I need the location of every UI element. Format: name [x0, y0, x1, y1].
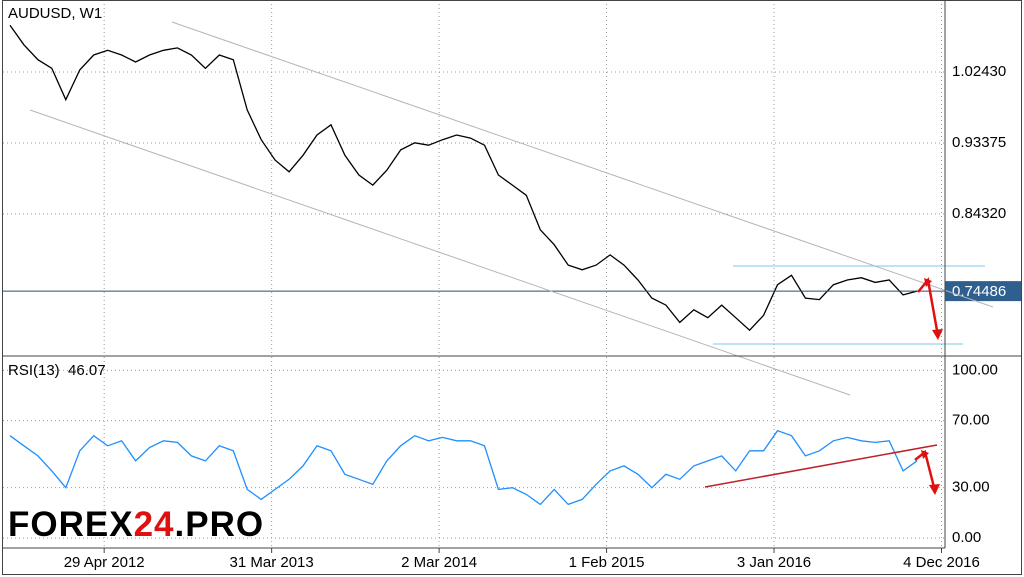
arrow-head	[932, 329, 943, 340]
series-line	[9, 429, 918, 506]
arrow-head	[921, 450, 929, 459]
rsi-trendline	[704, 444, 938, 488]
last-value-label: 0.74486	[952, 283, 1006, 300]
y-tick-label: 70.00	[952, 412, 990, 429]
y-tick-label: 100.00	[952, 361, 998, 378]
x-tick-label: 31 Mar 2013	[230, 554, 314, 571]
y-tick-label: 0.84320	[952, 205, 1006, 222]
watermark-part: 24	[134, 505, 175, 544]
channel-upper	[171, 21, 994, 308]
y-tick-label: 0.00	[952, 529, 981, 546]
y-tick-label: 30.00	[952, 479, 990, 496]
y-tick-label: 1.02430	[952, 63, 1006, 80]
x-tick-label: 1 Feb 2015	[569, 554, 645, 571]
plot-layers: 0.84320 0.93375 1.02430 AUDUSD, W1 0.74486 0.…	[3, 0, 1021, 571]
x-tick-label: 29 Apr 2012	[64, 554, 145, 571]
series-line	[9, 24, 918, 332]
panel-title: RSI(13)	[8, 362, 60, 379]
x-tick-label: 4 Dec 2016	[903, 554, 980, 571]
last-value-box	[945, 281, 1021, 302]
channel-lower	[29, 109, 851, 396]
panel-title: AUDUSD, W1	[8, 5, 102, 22]
last-value-label: 46.07	[68, 362, 106, 379]
arrow-head	[929, 484, 940, 495]
x-tick-label: 3 Jan 2016	[737, 554, 811, 571]
watermark-part: FOREX	[8, 505, 134, 544]
y-tick-label: 0.93375	[952, 134, 1006, 151]
x-tick-label: 2 Mar 2014	[401, 554, 477, 571]
watermark: FOREX24.PRO	[8, 505, 264, 544]
watermark-part: .PRO	[175, 505, 265, 544]
arrow-head	[924, 278, 932, 287]
